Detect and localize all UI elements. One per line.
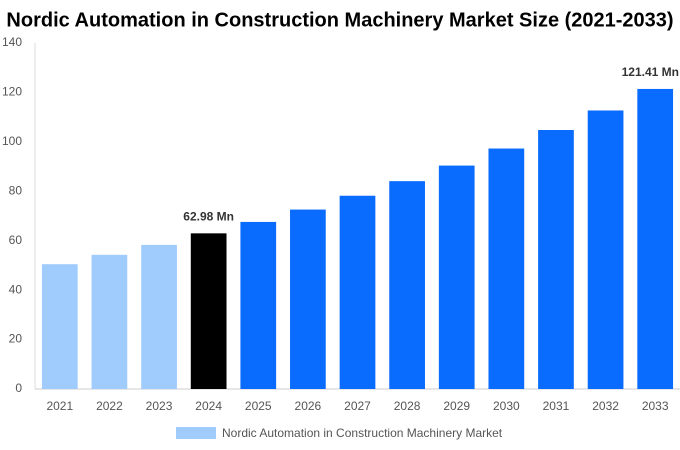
y-tick-label: 80	[9, 183, 23, 197]
bar	[141, 244, 177, 389]
x-tick-label: 2027	[344, 399, 371, 413]
bar	[488, 148, 525, 389]
bar	[587, 110, 624, 389]
x-tick-label: 2024	[195, 399, 222, 413]
bar	[290, 209, 326, 389]
bar	[41, 264, 78, 389]
x-tick-label: 2025	[245, 399, 272, 413]
legend-swatch	[176, 427, 216, 439]
bar	[190, 233, 227, 389]
legend-label: Nordic Automation in Construction Machin…	[222, 426, 503, 440]
y-tick-label: 120	[2, 85, 22, 99]
value-label: 62.98 Mn	[183, 210, 234, 224]
bar	[438, 165, 475, 389]
value-label: 121.41 Mn	[622, 65, 679, 79]
bar	[339, 195, 376, 389]
y-tick-label: 100	[2, 134, 22, 148]
x-tick-label: 2030	[493, 399, 520, 413]
bar	[389, 181, 425, 389]
x-tick-label: 2033	[642, 399, 669, 413]
x-tick-label: 2031	[543, 399, 570, 413]
x-tick-label: 2021	[46, 399, 73, 413]
bar	[240, 221, 277, 389]
y-tick-label: 140	[2, 35, 22, 49]
y-tick-label: 20	[9, 332, 23, 346]
x-tick-label: 2022	[96, 399, 123, 413]
chart-title: Nordic Automation in Construction Machin…	[6, 9, 673, 31]
x-tick-label: 2026	[295, 399, 322, 413]
y-tick-label: 40	[9, 282, 23, 296]
x-tick-label: 2028	[394, 399, 421, 413]
bar	[637, 88, 674, 390]
x-tick-label: 2029	[443, 399, 470, 413]
y-tick-label: 0	[15, 381, 22, 395]
y-tick-label: 60	[9, 233, 23, 247]
bar	[538, 129, 574, 389]
bar	[91, 254, 128, 389]
x-tick-label: 2023	[146, 399, 173, 413]
x-tick-label: 2032	[592, 399, 619, 413]
